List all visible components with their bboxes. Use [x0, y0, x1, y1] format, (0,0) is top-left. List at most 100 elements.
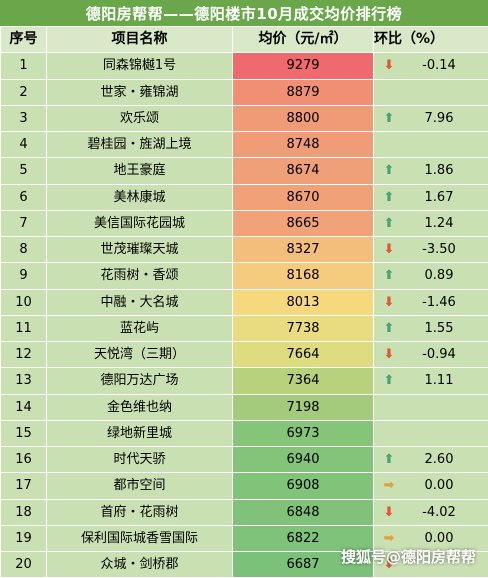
change-cell: ➡0.00 — [374, 473, 488, 499]
arrow-up-icon: ⬆ — [380, 263, 398, 288]
project-name: 金色维也纳 — [47, 394, 233, 420]
project-name: 绿地新里城 — [47, 420, 233, 446]
table-title: 德阳房帮帮——德阳楼市10月成交均价排行榜 — [0, 0, 488, 26]
header-project-name: 项目名称 — [47, 27, 233, 53]
avg-price: 8800 — [233, 105, 374, 131]
row-index: 19 — [1, 525, 47, 551]
avg-price: 8879 — [233, 79, 374, 105]
project-name: 蓝花屿 — [47, 315, 233, 341]
change-cell: ⬆1.67 — [374, 184, 488, 210]
row-index: 6 — [1, 184, 47, 210]
project-name: 保利国际城香雪国际 — [47, 525, 233, 551]
arrow-up-icon: ⬆ — [380, 211, 398, 236]
avg-price: 8748 — [233, 132, 374, 158]
arrow-up-icon: ⬆ — [380, 106, 398, 131]
row-index: 4 — [1, 132, 47, 158]
change-cell — [374, 394, 488, 420]
change-cell: ⬇-0.94 — [374, 342, 488, 368]
project-name: 天悦湾（三期） — [47, 342, 233, 368]
row-index: 5 — [1, 158, 47, 184]
change-value: 1.67 — [398, 185, 488, 210]
watermark: 搜狐号@德阳房帮帮 — [341, 546, 476, 567]
change-cell: ⬇-4.02 — [374, 499, 488, 525]
avg-price: 7364 — [233, 368, 374, 394]
row-index: 3 — [1, 105, 47, 131]
change-value: 1.55 — [398, 316, 488, 341]
row-index: 18 — [1, 499, 47, 525]
row-index: 7 — [1, 210, 47, 236]
arrow-down-icon: ⬇ — [380, 290, 398, 315]
row-index: 11 — [1, 315, 47, 341]
change-value: 1.11 — [398, 368, 488, 393]
avg-price: 8327 — [233, 237, 374, 263]
change-value: -1.46 — [398, 290, 488, 315]
row-index: 9 — [1, 263, 47, 289]
header-avg-price: 均价（元/㎡） — [233, 27, 374, 53]
project-name: 地王豪庭 — [47, 158, 233, 184]
change-cell: ⬇-1.46 — [374, 289, 488, 315]
header-index: 序号 — [1, 27, 47, 53]
avg-price: 8665 — [233, 210, 374, 236]
change-value: -0.14 — [398, 53, 488, 78]
project-name: 美林康城 — [47, 184, 233, 210]
project-name: 欢乐颂 — [47, 105, 233, 131]
arrow-right-icon: ➡ — [380, 473, 398, 498]
arrow-down-icon: ⬇ — [380, 500, 398, 525]
change-cell — [374, 79, 488, 105]
project-name: 首府・花雨树 — [47, 499, 233, 525]
change-value: -4.02 — [398, 500, 488, 525]
row-index: 13 — [1, 368, 47, 394]
avg-price: 8013 — [233, 289, 374, 315]
row-index: 12 — [1, 342, 47, 368]
avg-price: 7664 — [233, 342, 374, 368]
avg-price: 6973 — [233, 420, 374, 446]
avg-price: 7738 — [233, 315, 374, 341]
change-value: -3.50 — [398, 237, 488, 262]
avg-price: 6940 — [233, 447, 374, 473]
project-name: 世家・雍锦湖 — [47, 79, 233, 105]
row-index: 1 — [1, 53, 47, 79]
change-value: 1.86 — [398, 158, 488, 183]
row-index: 17 — [1, 473, 47, 499]
row-index: 16 — [1, 447, 47, 473]
arrow-up-icon: ⬆ — [380, 185, 398, 210]
change-value: 2.60 — [398, 447, 488, 472]
change-cell — [374, 420, 488, 446]
arrow-down-icon: ⬇ — [380, 237, 398, 262]
change-cell: ⬆1.24 — [374, 210, 488, 236]
change-cell: ⬆1.55 — [374, 315, 488, 341]
change-cell: ⬆0.89 — [374, 263, 488, 289]
header-change: 环比（%） — [374, 27, 488, 53]
avg-price: 7198 — [233, 394, 374, 420]
project-name: 世茂璀璨天城 — [47, 237, 233, 263]
arrow-up-icon: ⬆ — [380, 447, 398, 472]
change-cell: ⬆1.11 — [374, 368, 488, 394]
arrow-down-icon: ⬇ — [380, 53, 398, 78]
change-cell: ⬇-3.50 — [374, 237, 488, 263]
avg-price: 8168 — [233, 263, 374, 289]
avg-price: 6908 — [233, 473, 374, 499]
project-name: 众城・剑桥郡 — [47, 552, 233, 578]
change-value: 0.89 — [398, 263, 488, 288]
arrow-up-icon: ⬆ — [380, 316, 398, 341]
change-value: 1.24 — [398, 211, 488, 236]
arrow-up-icon: ⬆ — [380, 368, 398, 393]
change-value: 7.96 — [398, 106, 488, 131]
